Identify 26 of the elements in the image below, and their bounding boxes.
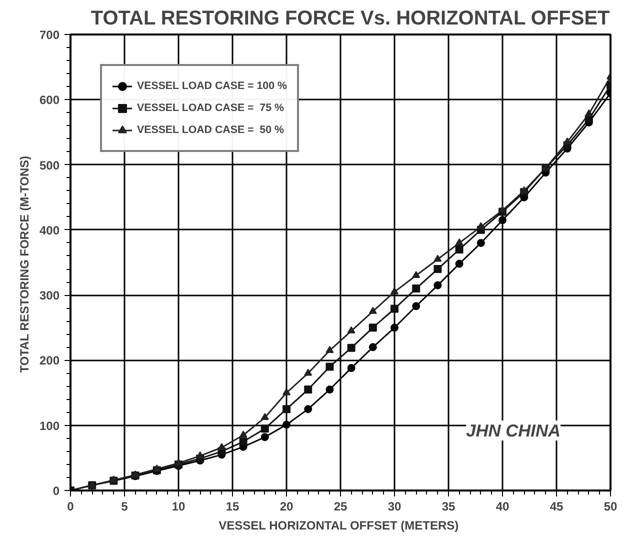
x-tick-label: 5 xyxy=(121,500,128,514)
x-tick-label: 20 xyxy=(280,500,294,514)
x-tick-label: 30 xyxy=(388,500,402,514)
y-tick-label: 600 xyxy=(39,93,60,108)
x-tick-label: 0 xyxy=(67,500,74,514)
y-axis-title: TOTAL RESTORING FORCE (M-TONS) xyxy=(17,156,32,373)
legend-label: VESSEL LOAD CASE = 50 % xyxy=(137,124,284,136)
legend-label: VESSEL LOAD CASE = 75 % xyxy=(137,102,284,114)
y-tick-label: 200 xyxy=(39,354,60,368)
y-tick-label: 700 xyxy=(39,28,60,42)
x-tick-label: 50 xyxy=(604,500,618,514)
legend-label: VESSEL LOAD CASE = 100 % xyxy=(137,80,287,92)
x-tick-label: 45 xyxy=(550,500,564,514)
y-tick-label: 400 xyxy=(39,223,60,238)
x-tick-label: 10 xyxy=(172,500,186,514)
x-tick-label: 35 xyxy=(442,500,456,514)
y-tick-label: 0 xyxy=(52,484,60,498)
y-tick-label: 500 xyxy=(39,158,60,172)
x-tick-label: 40 xyxy=(496,500,510,514)
chart-title: TOTAL RESTORING FORCE Vs. HORIZONTAL OFFSET xyxy=(90,8,610,30)
x-axis-title: VESSEL HORIZONTAL OFFSET (METERS) xyxy=(218,518,459,532)
y-tick-label: 300 xyxy=(39,288,60,303)
annotation: JHN CHINA xyxy=(466,420,561,440)
y-tick-label: 100 xyxy=(39,418,60,433)
x-tick-label: 15 xyxy=(226,500,240,514)
x-tick-label: 25 xyxy=(334,500,348,514)
